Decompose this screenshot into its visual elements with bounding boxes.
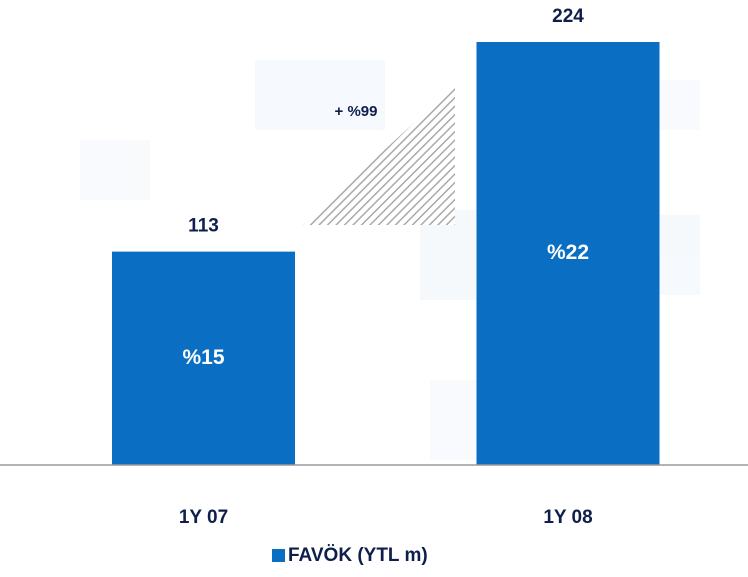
bar — [112, 251, 295, 465]
inner-label: %22 — [547, 241, 589, 264]
x-tick-label: 1Y 07 — [179, 507, 228, 528]
value-label: 224 — [552, 6, 584, 27]
value-label: 113 — [188, 216, 219, 237]
plot: 113 %15 1Y 07 224 %22 1Y 08 — [112, 6, 660, 528]
legend-label: FAVÖK (YTL m) — [288, 545, 428, 566]
growth-annotation: + %99 — [335, 103, 378, 120]
growth-triangle — [303, 85, 455, 225]
inner-label: %15 — [182, 346, 224, 369]
x-tick-label: 1Y 08 — [543, 507, 592, 528]
bar — [476, 42, 660, 465]
legend-swatch — [272, 549, 285, 562]
